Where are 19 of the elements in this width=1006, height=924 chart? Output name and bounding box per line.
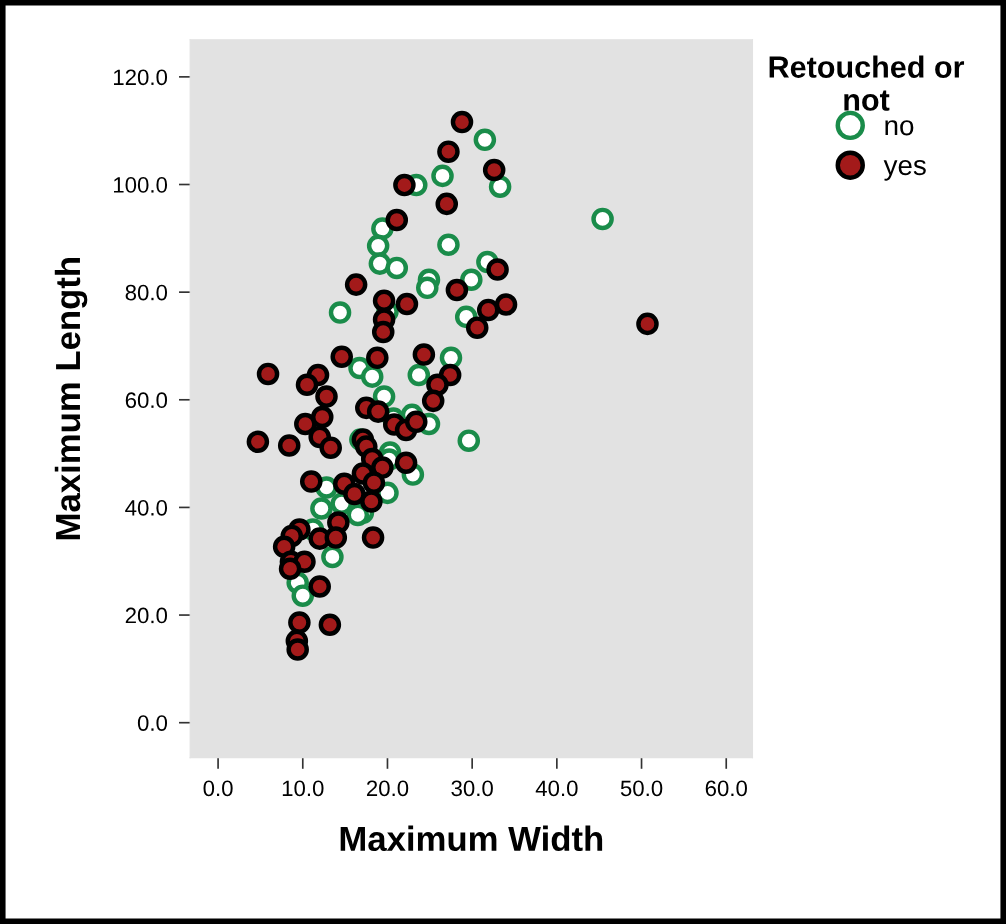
y-axis-title: Maximum Length bbox=[54, 258, 88, 540]
legend-label: yes bbox=[883, 159, 926, 181]
x-tick-label: 60.0 bbox=[705, 780, 747, 797]
y-tick-label: 60.0 bbox=[125, 392, 168, 409]
x-tick-label: 40.0 bbox=[535, 780, 578, 797]
y-tick-label: 20.0 bbox=[125, 607, 168, 624]
y-tick-label: 0.0 bbox=[137, 715, 168, 731]
y-tick-label: 120.0 bbox=[114, 69, 168, 86]
y-tick-label: 100.0 bbox=[114, 177, 168, 193]
y-tick-label: 80.0 bbox=[125, 284, 168, 301]
x-tick-label: 0.0 bbox=[203, 780, 233, 797]
x-tick-label: 30.0 bbox=[451, 780, 493, 797]
legend-label: no bbox=[885, 120, 914, 136]
legend-title: Retouched or not bbox=[769, 55, 965, 111]
x-tick-label: 50.0 bbox=[620, 780, 663, 797]
x-tick-label: 10.0 bbox=[282, 780, 324, 797]
x-axis-title: Maximum Width bbox=[340, 825, 603, 852]
x-tick-label: 20.0 bbox=[366, 780, 409, 797]
y-tick-label: 40.0 bbox=[125, 499, 168, 516]
